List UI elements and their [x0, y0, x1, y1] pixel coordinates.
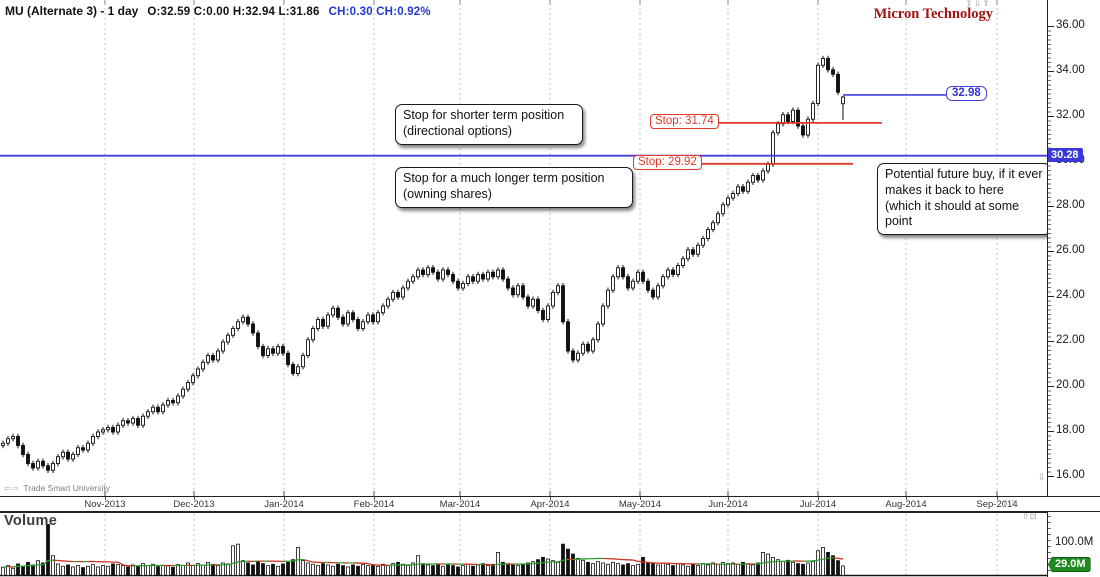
x-axis-tick: [284, 497, 285, 500]
trade-smart-university-watermark: ⇦⇨ Trade Smart University: [4, 483, 110, 493]
x-axis-tick: [460, 497, 461, 500]
y-axis-label: 26.00: [1048, 244, 1085, 256]
y-axis-label: 28.00: [1048, 199, 1085, 211]
target-32-98-label[interactable]: 32.98: [946, 85, 987, 101]
price-chart-canvas[interactable]: [0, 0, 1047, 496]
volume-axis-ticks: [1048, 516, 1051, 574]
x-axis-label: Jun-2014: [708, 499, 748, 510]
company-name-label: Micron Technology: [873, 6, 993, 22]
volume-axis-label: 100.0M: [1055, 536, 1094, 548]
y-axis-minor-ticks: [1048, 26, 1051, 478]
volume-y-axis[interactable]: ⇧⊡ 100.0M 29.0M: [1022, 512, 1100, 577]
watermark-text: Trade Smart University: [23, 483, 110, 493]
x-axis-label: Sep-2014: [976, 499, 1018, 510]
ohlc-readout: O:32.59 C:0.00 H:32.94 L:31.86: [147, 6, 320, 18]
price-pane[interactable]: MU (Alternate 3) - 1 day O:32.59 C:0.00 …: [0, 0, 1047, 496]
x-axis-label: Mar-2014: [439, 499, 481, 510]
x-axis-label: Feb-2014: [353, 499, 395, 510]
x-axis-tick: [818, 497, 819, 500]
y-axis-label: 34.00: [1048, 64, 1085, 76]
y-axis-label: 24.00: [1048, 289, 1085, 301]
x-axis-tick: [194, 497, 195, 500]
x-axis-label: Apr-2014: [530, 499, 570, 510]
x-axis-tick: [728, 497, 729, 500]
symbol-title: MU (Alternate 3) - 1 day: [5, 4, 139, 18]
note-shorter-term-stop[interactable]: Stop for shorter term position (directio…: [395, 104, 583, 145]
volume-pane-title: Volume: [4, 513, 58, 529]
time-x-axis[interactable]: Nov-2013 Dec-2013 Jan-2014 Feb-2014 Mar-2014…: [0, 496, 1100, 512]
y-axis-label: 16.00: [1048, 469, 1085, 481]
y-axis-label: 36.00: [1048, 19, 1085, 31]
change-readout: CH:0.30 CH:0.92%: [328, 6, 431, 18]
note-potential-buy[interactable]: Potential future buy, if it ever makes i…: [877, 163, 1047, 235]
volume-chart-canvas[interactable]: [0, 512, 1047, 577]
y-axis-label: 22.00: [1048, 334, 1085, 346]
x-axis-label: Nov-2013: [84, 499, 126, 510]
x-axis-tick: [997, 497, 998, 500]
axis-scale-down-arrow-icon[interactable]: ⇩: [1038, 472, 1046, 482]
chart-header: MU (Alternate 3) - 1 day O:32.59 C:0.00 …: [5, 4, 431, 18]
x-axis-tick: [640, 497, 641, 500]
x-axis-tick: [105, 497, 106, 500]
x-axis-label: May-2014: [618, 499, 662, 510]
stop-29-92-label[interactable]: Stop: 29.92: [633, 154, 702, 170]
stop-31-74-label[interactable]: Stop: 31.74: [650, 113, 719, 129]
pane-scale-arrows-icon[interactable]: ⇧⇩⇧: [965, 0, 991, 8]
y-axis-label: 18.00: [1048, 424, 1085, 436]
xaxis-pane-arrows-icon[interactable]: ⇧⇩: [1002, 499, 1018, 508]
x-axis-label: Jul-2014: [799, 499, 837, 510]
current-price-tag: 30.28: [1048, 148, 1083, 162]
x-axis-label: Dec-2013: [173, 499, 215, 510]
x-axis-tick: [906, 497, 907, 500]
x-axis-tick: [550, 497, 551, 500]
note-longer-term-stop[interactable]: Stop for a much longer term position (ow…: [395, 167, 633, 208]
x-axis-label: Aug-2014: [885, 499, 927, 510]
volume-pane[interactable]: Volume: [0, 512, 1047, 577]
current-volume-tag: 29.0M: [1048, 557, 1091, 572]
price-y-axis[interactable]: 36.0034.0032.0030.0028.0026.0024.0022.00…: [1038, 0, 1100, 496]
y-axis-label: 20.00: [1048, 379, 1085, 391]
y-axis-label: 32.00: [1048, 109, 1085, 121]
watermark-arrows-icon: ⇦⇨: [4, 483, 20, 493]
x-axis-label: Jan-2014: [264, 499, 304, 510]
volume-pane-arrows-icon[interactable]: ⇧⊡: [1022, 512, 1038, 521]
x-axis-tick: [374, 497, 375, 500]
